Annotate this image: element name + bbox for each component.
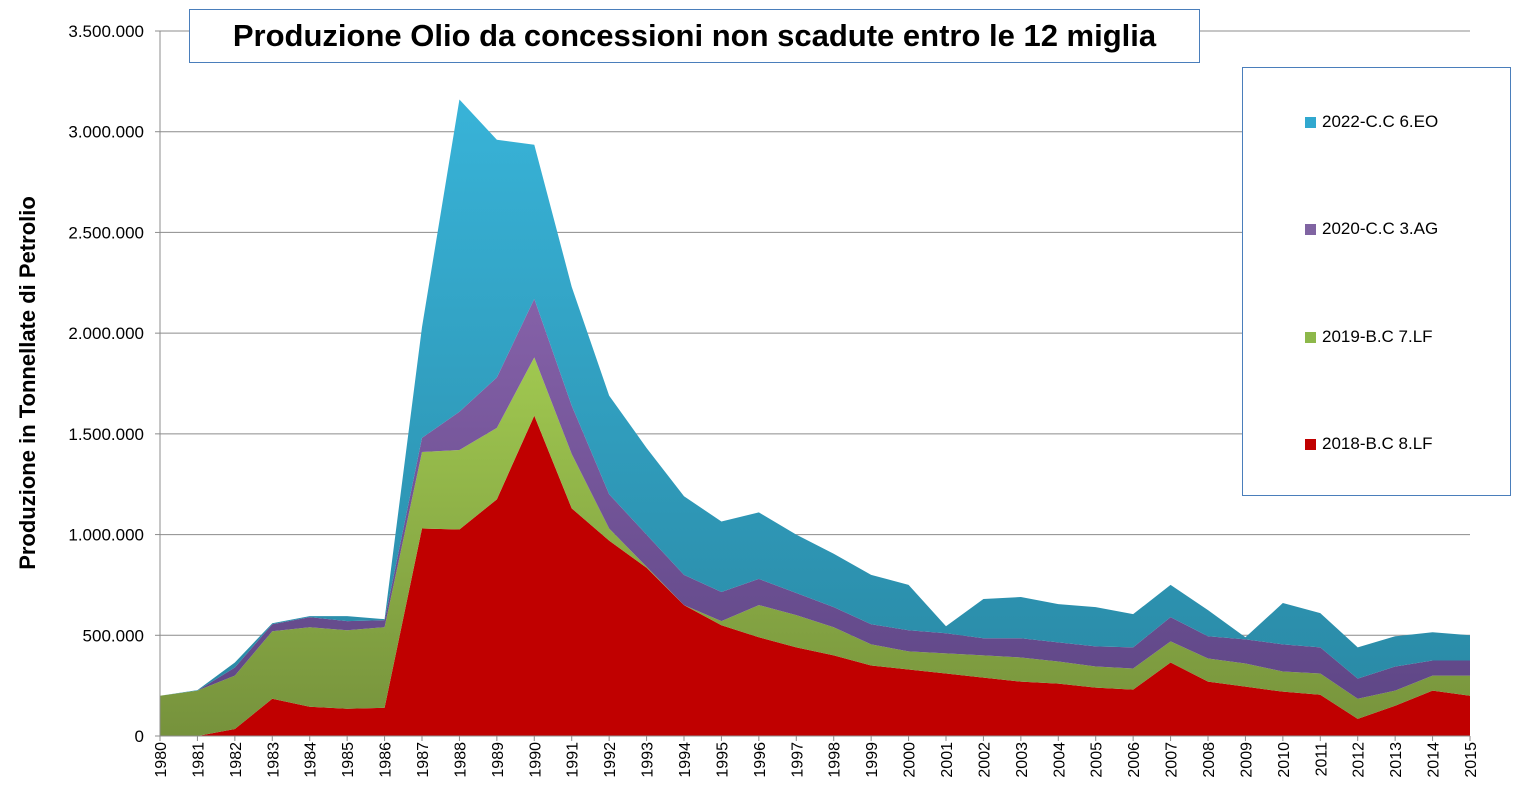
- x-tick-label: 2002: [976, 742, 993, 778]
- legend: 2022-C.C 6.EO 2020-C.C 3.AG 2019-B.C 7.L…: [1242, 67, 1511, 496]
- y-tick-label: 3.500.000: [68, 22, 144, 41]
- area-series-2020-c-c-3-ag: [160, 298, 1470, 699]
- x-tick-label: 1992: [602, 742, 619, 778]
- x-tick-label: 2001: [939, 742, 956, 778]
- x-tick-label: 1990: [527, 742, 544, 778]
- legend-label: 2018-B.C 8.LF: [1322, 434, 1433, 453]
- x-tick-label: 1998: [827, 742, 844, 778]
- x-tick-label: 1981: [190, 742, 207, 778]
- x-tick-label: 1985: [340, 742, 357, 778]
- y-tick-label: 2.000.000: [68, 324, 144, 343]
- x-tick-label: 2008: [1201, 742, 1218, 778]
- x-tick-label: 2015: [1463, 742, 1480, 778]
- x-tick-label: 2000: [902, 742, 919, 778]
- x-tick-label: 2005: [1089, 742, 1106, 778]
- legend-label: 2020-C.C 3.AG: [1322, 219, 1439, 238]
- chart-title: Produzione Olio da concessioni non scadu…: [189, 9, 1200, 63]
- y-axis-label: Produzione in Tonnellate di Petrolio: [15, 196, 40, 570]
- x-tick-label: 2013: [1388, 742, 1405, 778]
- x-tick-label: 1994: [677, 742, 694, 778]
- x-tick-label: 1989: [490, 742, 507, 778]
- y-tick-label: 2.500.000: [68, 223, 144, 242]
- y-tick-label: 1.500.000: [68, 425, 144, 444]
- x-tick-label: 1984: [303, 742, 320, 778]
- x-tick-label: 2007: [1164, 742, 1181, 778]
- legend-item: 2020-C.C 3.AG: [1305, 219, 1438, 239]
- x-tick-label: 2004: [1051, 742, 1068, 778]
- x-tick-label: 1995: [714, 742, 731, 778]
- x-tick-label: 1993: [640, 742, 657, 778]
- legend-label: 2022-C.C 6.EO: [1322, 112, 1439, 131]
- x-tick-label: 2006: [1126, 742, 1143, 778]
- x-tick-label: 1997: [789, 742, 806, 778]
- area-series-2018-b-c-8-lf: [160, 415, 1470, 736]
- legend-item: 2019-B.C 7.LF: [1305, 327, 1433, 347]
- area-series-2019-b-c-7-lf: [160, 357, 1470, 736]
- x-tick-label: 2011: [1313, 742, 1330, 777]
- y-tick-label: 3.000.000: [68, 123, 144, 142]
- x-tick-label: 1982: [228, 742, 245, 778]
- legend-label: 2019-B.C 7.LF: [1322, 327, 1433, 346]
- x-tick-label: 1987: [415, 742, 432, 778]
- legend-swatch: [1305, 331, 1316, 343]
- legend-item: 2022-C.C 6.EO: [1305, 112, 1438, 132]
- y-tick-label: 0: [135, 727, 144, 746]
- x-tick-label: 1980: [153, 742, 170, 778]
- legend-swatch: [1305, 116, 1316, 128]
- y-tick-label: 1.000.000: [68, 526, 144, 545]
- area-series-2022-c-c-6-eo: [160, 99, 1470, 696]
- legend-item: 2018-B.C 8.LF: [1305, 434, 1433, 454]
- x-tick-label: 2014: [1426, 742, 1443, 778]
- legend-swatch: [1305, 438, 1316, 450]
- x-tick-label: 1988: [452, 742, 469, 778]
- y-tick-label: 500.000: [83, 626, 144, 645]
- x-tick-label: 2003: [1014, 742, 1031, 778]
- x-tick-label: 1996: [752, 742, 769, 778]
- x-tick-label: 2012: [1351, 742, 1368, 778]
- x-tick-label: 2010: [1276, 742, 1293, 778]
- x-tick-label: 2009: [1238, 742, 1255, 778]
- x-tick-label: 1999: [864, 742, 881, 778]
- legend-swatch: [1305, 223, 1316, 235]
- x-tick-label: 1991: [565, 742, 582, 778]
- x-tick-label: 1983: [265, 742, 282, 778]
- x-tick-label: 1986: [378, 742, 395, 778]
